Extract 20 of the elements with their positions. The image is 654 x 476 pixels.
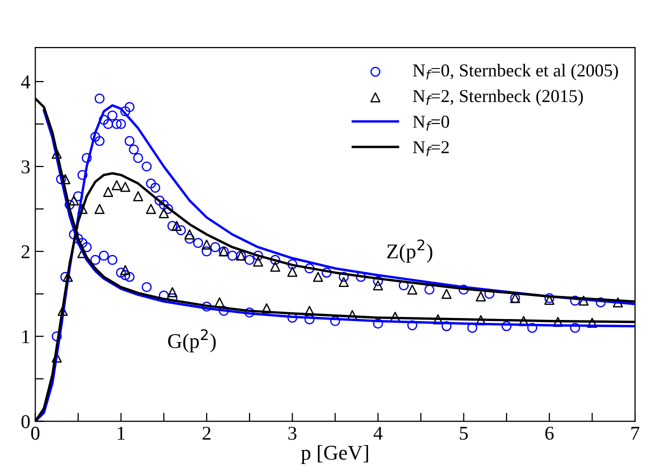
- x-tick-label: 5: [460, 426, 468, 440]
- y-tick-label: 2: [22, 245, 30, 258]
- y-tick-label: 0: [21, 415, 30, 428]
- annotation: G(p$^{2}$): [168, 329, 216, 352]
- y-tick-label: 1: [22, 330, 30, 344]
- x-tick-label: 7: [631, 426, 640, 440]
- legend-label: N$_{f}$=2: [412, 141, 449, 156]
- legend-label: N$_{f}$=0, Sternbeck et al (2005): [412, 64, 618, 80]
- x-tick-label: 3: [288, 426, 296, 440]
- legend-label: N$_{f}$=2, Sternbeck (2015): [412, 89, 583, 106]
- x-tick-label: 1: [118, 426, 125, 440]
- x-tick-label: 6: [545, 426, 554, 440]
- y-tick-label: 4: [21, 76, 30, 88]
- x-axis-title: p [GeV]: [301, 445, 368, 464]
- y-tick-label: 3: [22, 160, 30, 174]
- x-tick-label: 0: [31, 426, 40, 440]
- x-tick-label: 2: [202, 426, 210, 440]
- legend-label: N$_{f}$=0: [412, 116, 450, 131]
- annotation: Z(p$^{2}$): [387, 239, 432, 263]
- x-tick-label: 4: [374, 426, 383, 440]
